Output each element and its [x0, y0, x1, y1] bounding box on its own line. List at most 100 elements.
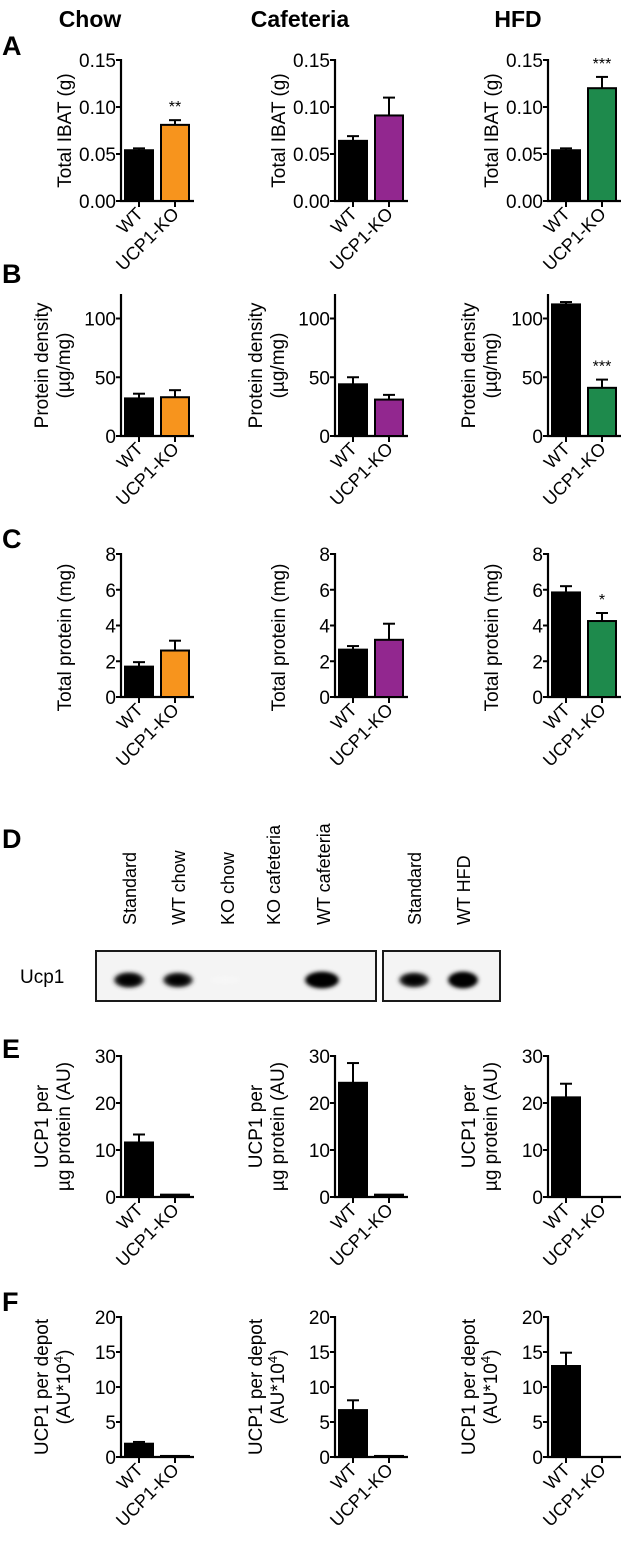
western-blot: Standard WT chow KO chow KO cafeteria WT…: [20, 822, 501, 1002]
y-tick-label: 10: [522, 1378, 543, 1399]
bar-ucp1-ko: [374, 1193, 404, 1199]
bar-ucp1-ko: [160, 649, 190, 699]
bar-wt: [124, 1141, 154, 1198]
y-tick-label: 0.00: [79, 192, 116, 213]
bar-wt: [124, 149, 154, 203]
significance-marker: ***: [593, 359, 612, 376]
bar-wt: [551, 1365, 581, 1458]
y-axis-label-units: µg protein (AU): [54, 1062, 75, 1191]
y-tick-label: 20: [309, 1308, 330, 1329]
bar-wt: [338, 139, 368, 202]
y-tick-label: 2: [319, 652, 330, 673]
y-tick-label: 100: [84, 310, 116, 331]
panel-letter-d: D: [2, 824, 22, 854]
y-tick-label: 8: [319, 545, 330, 566]
y-axis-label: Protein density: [246, 302, 267, 428]
y-tick-label: 4: [105, 617, 116, 638]
panel-letter-f: F: [2, 1287, 19, 1317]
column-title-chow: Chow: [59, 6, 122, 32]
bar-ucp1-ko: [374, 398, 404, 438]
blot-membrane-2: [382, 950, 501, 1002]
lane-label-ko-chow: KO chow: [218, 851, 238, 925]
y-axis-label: Total protein (mg): [55, 564, 76, 712]
lane-label-wt-cafeteria: WT cafeteria: [314, 822, 334, 925]
y-axis-label-units: (AU*104): [51, 1350, 75, 1425]
blot-band: [210, 976, 240, 984]
y-tick-label: 8: [105, 545, 116, 566]
y-axis-label: Total IBAT (g): [482, 73, 503, 187]
y-tick-label: 0.15: [293, 51, 330, 72]
blot-band-core: [309, 974, 335, 986]
bar-wt: [124, 1442, 154, 1458]
y-axis-label-units: (µg/mg): [481, 333, 502, 399]
y-tick-label: 0: [105, 688, 116, 709]
bar-wt: [124, 665, 154, 698]
bar-ucp1-ko: [374, 114, 404, 202]
y-tick-label: 0.05: [293, 145, 330, 166]
y-axis-label-units: µg protein (AU): [481, 1062, 502, 1191]
y-tick-label: 100: [511, 310, 543, 331]
y-tick-label: 5: [532, 1413, 543, 1434]
y-tick-label: 0.00: [293, 192, 330, 213]
column-title-hfd: HFD: [494, 6, 541, 32]
y-axis-label-units: (µg/mg): [54, 333, 75, 399]
significance-marker: ***: [593, 56, 612, 73]
y-axis-label-units: (AU*104): [478, 1350, 502, 1425]
y-axis-label: UCP1 per: [32, 1084, 53, 1168]
bar-ucp1-ko: [374, 1454, 404, 1458]
bar-ucp1-ko: [160, 123, 190, 202]
lane-label-ko-cafeteria: KO cafeteria: [264, 824, 284, 925]
significance-marker: *: [599, 592, 605, 609]
y-tick-label: 0: [319, 427, 330, 448]
y-tick-label: 20: [522, 1308, 543, 1329]
lane-label-wt-hfd: WT HFD: [454, 855, 474, 925]
y-tick-label: 20: [95, 1094, 116, 1115]
y-tick-label: 0: [319, 688, 330, 709]
y-tick-label: 0: [319, 1448, 330, 1469]
y-tick-label: 50: [309, 368, 330, 389]
bar-wt: [551, 303, 581, 437]
y-tick-label: 10: [309, 1141, 330, 1162]
bar-wt: [551, 1096, 581, 1198]
y-tick-label: 0: [532, 1448, 543, 1469]
y-tick-label: 5: [319, 1413, 330, 1434]
y-tick-label: 4: [532, 617, 543, 638]
blot-band-core: [167, 974, 189, 986]
y-tick-label: 30: [309, 1047, 330, 1068]
panel-letter-b: B: [2, 259, 22, 289]
y-tick-label: 0: [319, 1188, 330, 1209]
y-axis-label: Protein density: [459, 302, 480, 428]
y-tick-label: 5: [105, 1413, 116, 1434]
blot-band-core: [118, 974, 140, 986]
panel-letter-e: E: [2, 1034, 20, 1064]
y-axis-label: UCP1 per: [246, 1084, 267, 1168]
bar-wt: [338, 648, 368, 698]
y-tick-label: 0.05: [79, 145, 116, 166]
blot-band-core: [452, 974, 474, 986]
panel-letter-a: A: [2, 31, 22, 61]
y-axis-label-units: (AU*104): [265, 1350, 289, 1425]
y-tick-label: 0: [105, 427, 116, 448]
y-tick-label: 0: [532, 427, 543, 448]
y-axis-label: Protein density: [32, 302, 53, 428]
bar-wt: [551, 591, 581, 699]
blot-band-core: [403, 974, 425, 986]
bar-ucp1-ko: [160, 1193, 190, 1199]
bar-wt: [551, 149, 581, 203]
lane-label-standard-2: Standard: [405, 852, 425, 925]
bar-wt: [338, 1409, 368, 1458]
y-axis-label: Total IBAT (g): [269, 73, 290, 187]
y-axis-label: UCP1 per: [459, 1084, 480, 1168]
y-tick-label: 0.10: [293, 98, 330, 119]
